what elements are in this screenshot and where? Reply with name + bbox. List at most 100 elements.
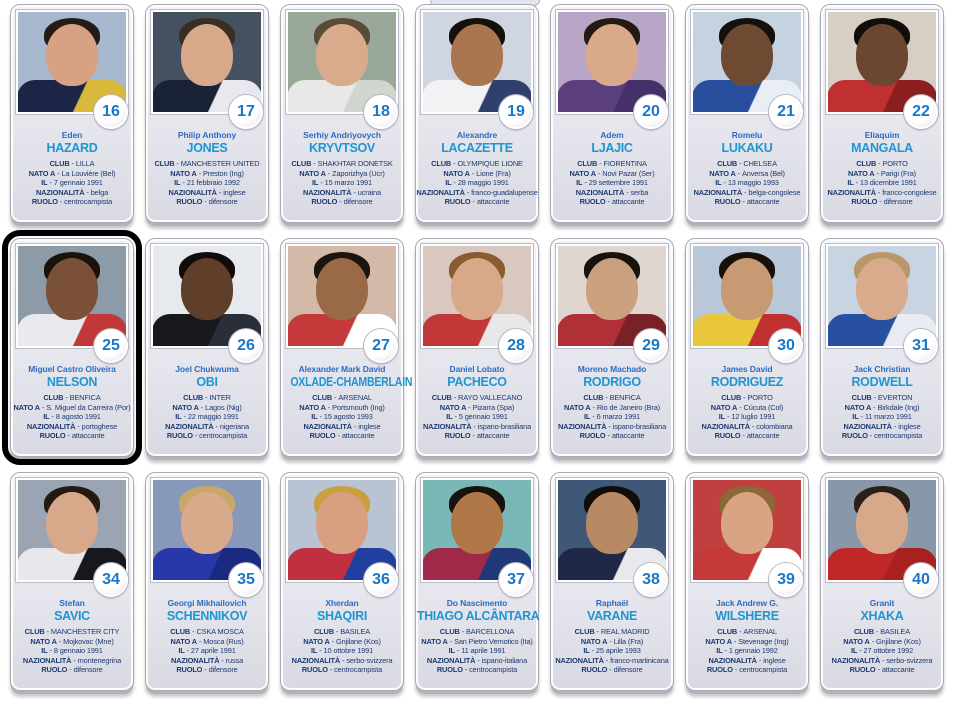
nationality-label: NAZIONALITÀ — [575, 187, 625, 197]
club-value: FIORENTINA — [603, 159, 647, 168]
photo-head-shape — [46, 258, 98, 320]
player-details: CLUB - CHELSEA NATO A - Anversa (Bel) IL -13 … — [686, 159, 808, 207]
born-in-label: NATO A — [439, 402, 467, 412]
player-club-line: CLUB - PORTO — [721, 393, 773, 402]
club-value: BASILEA — [340, 627, 370, 636]
player-details: CLUB - MANCHESTER CITY NATO A - Mojkovac (Mn… — [11, 627, 133, 675]
role-value: difensore — [613, 665, 643, 675]
photo-head-shape — [721, 492, 773, 554]
player-number-badge: 30 — [769, 329, 803, 363]
player-number: 20 — [642, 103, 660, 120]
player-role-line: RUOLO - centrocampista — [31, 197, 113, 207]
club-label: CLUB — [170, 627, 191, 636]
nationality-label: NAZIONALITÀ — [26, 421, 76, 431]
player-role-line: RUOLO - difensore — [851, 197, 913, 207]
born-on-label: IL — [583, 646, 590, 656]
player-number-badge: 21 — [769, 95, 803, 129]
club-value: PORTO — [882, 159, 908, 168]
role-label: RUOLO — [41, 665, 68, 675]
player-birthdate-line: IL -21 febbraio 1992 — [174, 178, 240, 188]
player-surname: SHAQIRI — [317, 609, 367, 623]
player-photo — [556, 478, 668, 582]
player-number-badge: 31 — [904, 329, 938, 363]
player-first-name: Moreno Machado — [577, 364, 647, 374]
player-details: CLUB - LILLA NATO A - La Louvière (Bel) IL -7… — [11, 159, 133, 207]
player-number-badge: 34 — [94, 563, 128, 597]
player-role-line: RUOLO - difensore — [176, 665, 238, 675]
club-label: CLUB — [154, 159, 175, 168]
photo-head-shape — [586, 492, 638, 554]
player-nationality-line: NAZIONALITÀ - nigeriana — [165, 421, 249, 431]
player-number: 22 — [912, 103, 930, 120]
player-details: CLUB - BENFICA NATO A - S. Miguel da Carreir… — [11, 393, 133, 441]
born-on-label: IL — [448, 646, 455, 656]
nationality-label: NAZIONALITÀ — [831, 655, 881, 665]
photo-head-shape — [46, 492, 98, 554]
player-photo — [151, 10, 263, 114]
nationality-value: portoghese — [81, 421, 118, 431]
player-birthdate-line: IL -1 gennaio 1992 — [716, 646, 778, 656]
player-details: CLUB - REAL MADRID NATO A - Lilla (Fra) IL -2… — [551, 627, 673, 675]
player-club-line: CLUB - ARSENAL — [717, 627, 777, 636]
player-birthdate-line: IL -7 gennaio 1991 — [41, 178, 103, 188]
birthdate-value: 25 aprile 1993 — [595, 646, 641, 656]
player-club-line: CLUB - EVERTON — [851, 393, 913, 402]
nationality-value: ispano-brasiliana — [612, 421, 667, 431]
born-on-label: IL — [716, 646, 723, 656]
player-number-badge: 20 — [634, 95, 668, 129]
role-label: RUOLO — [714, 197, 741, 207]
nationality-value: inglese — [358, 421, 381, 431]
club-value: SHAKHTAR DONETSK — [317, 159, 393, 168]
player-details: CLUB - FIORENTINA NATO A - Novi Pazar (Ser) … — [551, 159, 673, 207]
player-details: CLUB - RAYO VALLECANO NATO A - Pizarra (Spa)… — [416, 393, 538, 441]
player-details: CLUB - OLYMPIQUE LIONE NATO A - Lione (Fra) … — [416, 159, 538, 207]
player-birthplace-line: NATO A - Pizarra (Spa) — [439, 402, 515, 412]
player-card: 16 Eden HAZARD CLUB - LILLA NATO A - La Louv… — [10, 4, 134, 223]
born-on-label: IL — [174, 178, 181, 188]
club-label: CLUB — [856, 159, 877, 168]
born-in-label: NATO A — [443, 168, 470, 178]
player-birthdate-line: IL -27 aprile 1991 — [178, 646, 236, 656]
player-role-line: RUOLO - difensore — [311, 197, 373, 207]
player-surname: HAZARD — [46, 141, 98, 155]
player-first-name: Miguel Castro Oliveira — [28, 364, 116, 374]
birthplace-value: Zaporizhya (Ucr) — [332, 168, 385, 178]
player-number: 28 — [507, 337, 525, 354]
player-number: 16 — [102, 103, 120, 120]
player-number: 38 — [642, 571, 660, 588]
birthdate-value: 28 maggio 1991 — [457, 178, 509, 188]
player-birthplace-line: NATO A - Stevenage (Ing) — [705, 636, 789, 646]
player-nationality-line: NAZIONALITÀ - russa — [170, 655, 244, 665]
born-on-label: IL — [41, 178, 48, 188]
player-number: 40 — [912, 571, 930, 588]
birthplace-value: Rio de Janeiro (Bra) — [596, 402, 660, 412]
nationality-value: serbo-svizzera — [346, 655, 393, 665]
player-first-name: Granit — [869, 598, 895, 608]
player-surname: RODRIGO — [583, 375, 641, 389]
club-label: CLUB — [851, 393, 872, 402]
player-card: 34 Stefan SAVIC CLUB - MANCHESTER CITY NAT… — [10, 472, 134, 691]
player-number: 21 — [777, 103, 795, 120]
club-label: CLUB — [717, 159, 738, 168]
nationality-value: belga-congolese — [748, 187, 801, 197]
player-number: 39 — [777, 571, 795, 588]
born-on-label: IL — [850, 646, 858, 656]
player-role-line: RUOLO - centrocampista — [706, 665, 788, 675]
role-label: RUOLO — [714, 431, 741, 441]
birthdate-value: 27 ottobre 1992 — [863, 646, 914, 656]
photo-head-shape — [181, 258, 233, 320]
player-first-name: Philip Anthony — [177, 130, 237, 140]
player-club-line: CLUB - BENFICA — [43, 393, 101, 402]
birthdate-value: 13 dicembre 1991 — [859, 178, 917, 188]
player-surname: LJAJIC — [591, 141, 633, 155]
player-number-badge: 16 — [94, 95, 128, 129]
player-number: 31 — [912, 337, 930, 354]
born-on-label: IL — [310, 646, 318, 656]
player-birthplace-line: NATO A - San Pietro Vernotico (Ita) — [421, 636, 533, 646]
player-first-name: Jack Andrew G. — [715, 598, 779, 608]
player-birthplace-line: NATO A - Lilla (Fra) — [580, 636, 644, 646]
role-label: RUOLO — [579, 431, 606, 441]
birthdate-value: 27 aprile 1991 — [190, 646, 236, 656]
player-card: 25 Miguel Castro Oliveira NELSON CLUB - BE… — [2, 230, 142, 465]
born-in-label: NATO A — [303, 636, 330, 646]
